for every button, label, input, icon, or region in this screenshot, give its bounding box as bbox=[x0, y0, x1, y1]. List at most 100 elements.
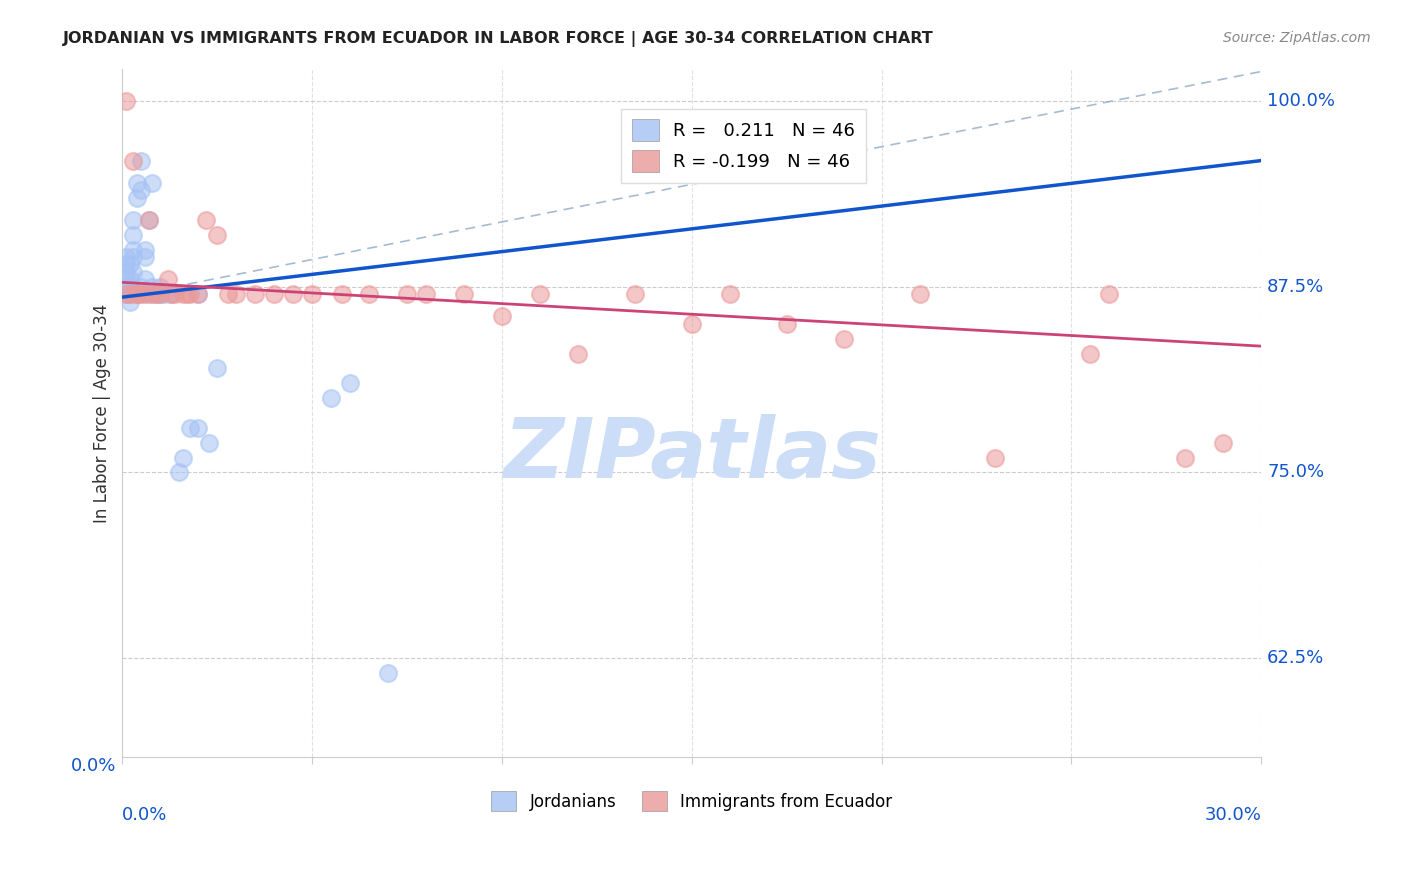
Point bbox=[718, 287, 741, 301]
Point bbox=[1212, 435, 1234, 450]
Point bbox=[377, 665, 399, 680]
Point bbox=[908, 287, 931, 301]
Point bbox=[134, 250, 156, 264]
Text: Source: ZipAtlas.com: Source: ZipAtlas.com bbox=[1223, 31, 1371, 45]
Point bbox=[567, 346, 589, 360]
Point bbox=[153, 287, 176, 301]
Point bbox=[115, 94, 138, 108]
Point bbox=[145, 287, 167, 301]
Point bbox=[127, 287, 149, 301]
Point bbox=[127, 191, 149, 205]
Text: JORDANIAN VS IMMIGRANTS FROM ECUADOR IN LABOR FORCE | AGE 30-34 CORRELATION CHAR: JORDANIAN VS IMMIGRANTS FROM ECUADOR IN … bbox=[63, 31, 934, 47]
Point bbox=[187, 287, 209, 301]
Point bbox=[134, 243, 156, 257]
Point bbox=[118, 279, 141, 293]
Point bbox=[149, 287, 172, 301]
Point bbox=[122, 213, 145, 227]
Point bbox=[491, 310, 513, 324]
Point bbox=[118, 287, 141, 301]
Point bbox=[122, 243, 145, 257]
Point bbox=[141, 287, 163, 301]
Point bbox=[127, 287, 149, 301]
Point bbox=[319, 391, 342, 405]
Point bbox=[1174, 450, 1197, 465]
Point bbox=[122, 265, 145, 279]
Point bbox=[301, 287, 323, 301]
Text: 0.0%: 0.0% bbox=[122, 805, 167, 823]
Point bbox=[122, 153, 145, 168]
Text: 75.0%: 75.0% bbox=[1267, 463, 1324, 482]
Point bbox=[339, 376, 361, 391]
Point bbox=[115, 287, 138, 301]
Point bbox=[194, 213, 217, 227]
Point bbox=[115, 250, 138, 264]
Point bbox=[165, 287, 187, 301]
Point bbox=[172, 450, 194, 465]
Point bbox=[115, 279, 138, 293]
Point bbox=[832, 332, 855, 346]
Point bbox=[160, 287, 183, 301]
Point bbox=[179, 421, 201, 435]
Y-axis label: In Labor Force | Age 30-34: In Labor Force | Age 30-34 bbox=[93, 303, 111, 523]
Point bbox=[122, 227, 145, 242]
Point bbox=[187, 287, 209, 301]
Point bbox=[681, 317, 703, 331]
Point bbox=[134, 287, 156, 301]
Point bbox=[225, 287, 247, 301]
Point bbox=[453, 287, 475, 301]
Point bbox=[187, 421, 209, 435]
Point bbox=[118, 294, 141, 309]
Point bbox=[118, 287, 141, 301]
Text: 30.0%: 30.0% bbox=[1205, 805, 1261, 823]
Point bbox=[156, 272, 179, 286]
Point bbox=[172, 287, 194, 301]
Point bbox=[775, 317, 797, 331]
Point bbox=[115, 265, 138, 279]
Point bbox=[115, 279, 138, 293]
Point bbox=[179, 287, 201, 301]
Text: 87.5%: 87.5% bbox=[1267, 277, 1324, 296]
Text: ZIPatlas: ZIPatlas bbox=[503, 414, 880, 495]
Point bbox=[134, 272, 156, 286]
Point bbox=[127, 287, 149, 301]
Text: 0.0%: 0.0% bbox=[70, 757, 117, 775]
Point bbox=[176, 287, 198, 301]
Point bbox=[330, 287, 353, 301]
Point bbox=[198, 435, 221, 450]
Text: 100.0%: 100.0% bbox=[1267, 92, 1336, 111]
Point bbox=[160, 287, 183, 301]
Point bbox=[129, 183, 152, 197]
Point bbox=[127, 176, 149, 190]
Text: 62.5%: 62.5% bbox=[1267, 648, 1324, 667]
Point bbox=[205, 227, 228, 242]
Point bbox=[118, 258, 141, 272]
Point bbox=[129, 153, 152, 168]
Point bbox=[122, 250, 145, 264]
Point bbox=[415, 287, 437, 301]
Point bbox=[138, 213, 160, 227]
Point bbox=[118, 287, 141, 301]
Point bbox=[263, 287, 285, 301]
Point bbox=[129, 279, 152, 293]
Point bbox=[115, 272, 138, 286]
Point bbox=[1098, 287, 1121, 301]
Point bbox=[217, 287, 239, 301]
Point bbox=[138, 213, 160, 227]
Point bbox=[145, 287, 167, 301]
Point bbox=[115, 287, 138, 301]
Point bbox=[1080, 346, 1102, 360]
Point bbox=[395, 287, 418, 301]
Point bbox=[141, 279, 163, 293]
Point bbox=[984, 450, 1007, 465]
Point bbox=[138, 287, 160, 301]
Point bbox=[118, 272, 141, 286]
Point bbox=[205, 361, 228, 376]
Point bbox=[281, 287, 304, 301]
Point bbox=[129, 287, 152, 301]
Point bbox=[357, 287, 380, 301]
Point bbox=[167, 466, 190, 480]
Legend: Jordanians, Immigrants from Ecuador: Jordanians, Immigrants from Ecuador bbox=[485, 784, 898, 818]
Point bbox=[149, 287, 172, 301]
Point bbox=[529, 287, 551, 301]
Point bbox=[243, 287, 266, 301]
